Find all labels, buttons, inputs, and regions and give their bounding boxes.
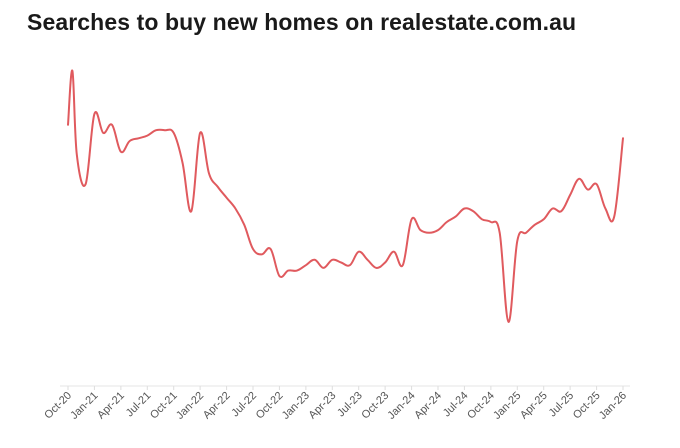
- x-axis-tick-labels: Oct-20Jan-21Apr-21Jul-21Oct-21Jan-22Apr-…: [42, 390, 629, 422]
- x-tick-label: Apr-24: [412, 390, 444, 422]
- x-axis-ticks: [67, 386, 624, 390]
- x-tick-label: Jan-22: [174, 390, 206, 422]
- x-tick-label: Oct-22: [254, 390, 286, 422]
- x-tick-label: Oct-25: [571, 390, 603, 422]
- x-tick-label: Apr-22: [201, 390, 233, 422]
- x-tick-label: Apr-25: [518, 390, 550, 422]
- chart-title: Searches to buy new homes on realestate.…: [27, 9, 577, 35]
- x-tick-label: Jan-26: [597, 390, 629, 422]
- series-line: [67, 69, 624, 323]
- x-tick-label: Oct-20: [42, 390, 74, 422]
- x-tick-label: Jan-25: [491, 390, 523, 422]
- x-tick-label: Oct-23: [359, 390, 391, 422]
- x-tick-label: Jan-21: [68, 390, 100, 422]
- x-tick-label: Jan-24: [385, 390, 417, 422]
- x-tick-label: Oct-24: [465, 390, 497, 422]
- x-tick-label: Jan-23: [280, 390, 312, 422]
- x-tick-label: Oct-21: [148, 390, 180, 422]
- x-tick-label: Apr-21: [95, 390, 127, 422]
- x-tick-label: Apr-23: [307, 390, 339, 422]
